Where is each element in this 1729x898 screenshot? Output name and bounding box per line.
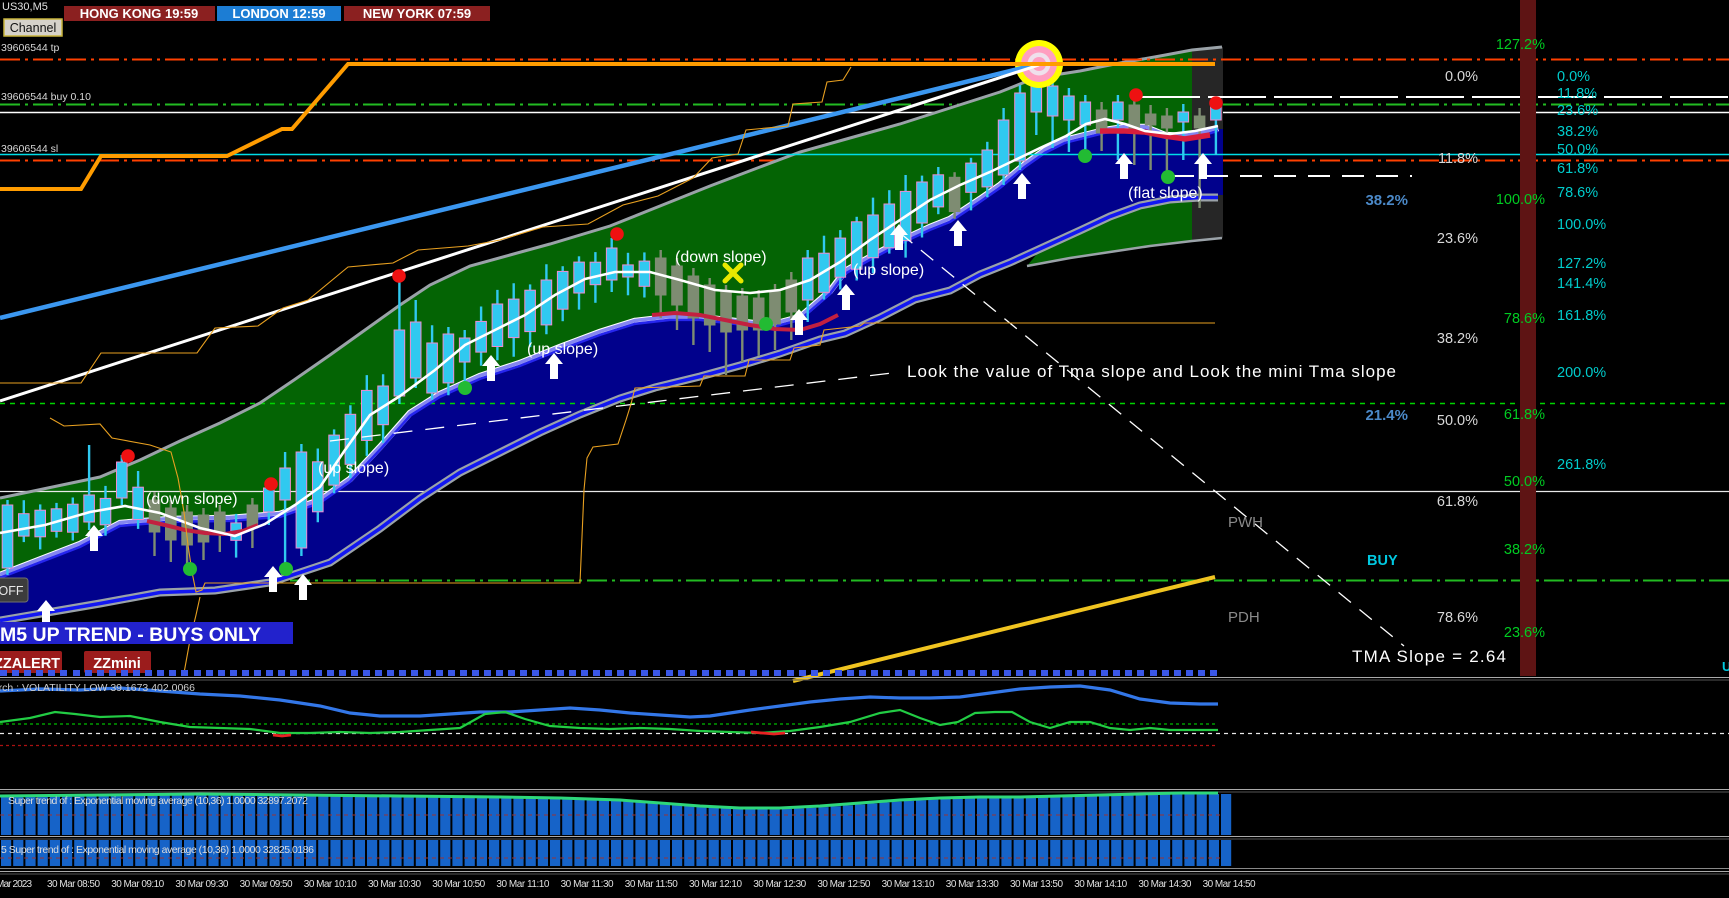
svg-text:30 Mar 11:50: 30 Mar 11:50 <box>625 879 678 890</box>
svg-text:61.8%: 61.8% <box>1504 407 1545 423</box>
svg-text:30 Mar 13:30: 30 Mar 13:30 <box>946 879 999 890</box>
svg-text:50.0%: 50.0% <box>1437 413 1478 429</box>
svg-text:38.2%: 38.2% <box>1557 124 1598 140</box>
svg-text:30 Mar 11:30: 30 Mar 11:30 <box>561 879 614 890</box>
svg-text:30 Mar 13:50: 30 Mar 13:50 <box>1010 879 1063 890</box>
svg-text:61.8%: 61.8% <box>1437 494 1478 510</box>
svg-text:30 Mar 12:30: 30 Mar 12:30 <box>753 879 806 890</box>
svg-text:39606544 tp: 39606544 tp <box>1 42 60 54</box>
svg-text:78.6%: 78.6% <box>1557 185 1598 201</box>
svg-text:0.0%: 0.0% <box>1445 69 1478 85</box>
svg-text:127.2%: 127.2% <box>1557 256 1606 272</box>
svg-text:11.8%: 11.8% <box>1438 151 1478 167</box>
svg-text:30 Mar 10:10: 30 Mar 10:10 <box>304 879 357 890</box>
svg-text:38.2%: 38.2% <box>1437 331 1478 347</box>
svg-text:(up slope): (up slope) <box>853 262 924 279</box>
svg-text:5 Super trend of : Exponentia: 5 Super trend of : Exponential moving av… <box>1 844 314 856</box>
svg-text:30 Mar 14:10: 30 Mar 14:10 <box>1074 879 1127 890</box>
svg-text:ZZALERT: ZZALERT <box>0 656 60 672</box>
svg-text:(down slope): (down slope) <box>146 491 238 508</box>
svg-text:PDH: PDH <box>1228 609 1260 626</box>
svg-text:21.4%: 21.4% <box>1365 407 1408 424</box>
svg-text:(up slope): (up slope) <box>318 460 389 477</box>
svg-text:Mar 2023: Mar 2023 <box>0 879 32 890</box>
svg-text:30 Mar 09:30: 30 Mar 09:30 <box>175 879 228 890</box>
svg-text:38.2%: 38.2% <box>1504 542 1545 558</box>
svg-text:39606544 sl: 39606544 sl <box>1 143 58 155</box>
svg-text:261.8%: 261.8% <box>1557 457 1606 473</box>
svg-text:30 Mar 14:50: 30 Mar 14:50 <box>1203 879 1256 890</box>
svg-text:HONG KONG 19:59: HONG KONG 19:59 <box>80 6 198 21</box>
svg-text:38.2%: 38.2% <box>1365 192 1408 209</box>
svg-text:0.0%: 0.0% <box>1557 69 1590 85</box>
svg-text:100.0%: 100.0% <box>1496 192 1545 208</box>
svg-text:78.6%: 78.6% <box>1437 610 1478 626</box>
svg-text:78.6%: 78.6% <box>1504 311 1545 327</box>
svg-text:11.8%: 11.8% <box>1557 86 1597 102</box>
svg-text:30 Mar 14:30: 30 Mar 14:30 <box>1138 879 1191 890</box>
svg-text:141.4%: 141.4% <box>1557 276 1606 292</box>
svg-text:Look the value of Tma slope an: Look the value of Tma slope and Look the… <box>907 362 1396 381</box>
svg-text:30 Mar 13:10: 30 Mar 13:10 <box>882 879 935 890</box>
svg-text:Super trend of : Exponential m: Super trend of : Exponential moving aver… <box>8 795 308 807</box>
svg-text:200.0%: 200.0% <box>1557 365 1606 381</box>
svg-text:(up slope): (up slope) <box>527 341 598 358</box>
svg-text:30 Mar 12:10: 30 Mar 12:10 <box>689 879 742 890</box>
svg-text:39606544 buy 0.10: 39606544 buy 0.10 <box>1 91 91 103</box>
svg-text:Search : VOLATILITY LOW 39.167: Search : VOLATILITY LOW 39.1673 402.0066 <box>0 682 195 694</box>
svg-text:23.6%: 23.6% <box>1437 231 1478 247</box>
svg-text:50.0%: 50.0% <box>1504 474 1545 490</box>
svg-text:PWH: PWH <box>1228 514 1263 531</box>
svg-text:TMA Slope = 2.64: TMA Slope = 2.64 <box>1352 647 1506 666</box>
svg-text:M5 UP TREND - BUYS ONLY: M5 UP TREND - BUYS ONLY <box>0 624 261 646</box>
svg-text:US30,M5: US30,M5 <box>2 1 48 13</box>
svg-text:30 Mar 09:50: 30 Mar 09:50 <box>240 879 293 890</box>
svg-text:Channel: Channel <box>10 21 57 35</box>
svg-text:100.0%: 100.0% <box>1557 217 1606 233</box>
svg-text:30 Mar 09:10: 30 Mar 09:10 <box>111 879 164 890</box>
svg-text:61.8%: 61.8% <box>1557 161 1598 177</box>
svg-text:(down slope): (down slope) <box>675 249 767 266</box>
svg-text:23.6%: 23.6% <box>1557 103 1598 119</box>
svg-text:30 Mar 10:50: 30 Mar 10:50 <box>432 879 485 890</box>
svg-text:LONDON 12:59: LONDON 12:59 <box>232 6 325 21</box>
svg-text:30 Mar 11:10: 30 Mar 11:10 <box>496 879 549 890</box>
svg-text:(flat slope): (flat slope) <box>1128 185 1203 202</box>
svg-text:NEW YORK 07:59: NEW YORK 07:59 <box>363 6 471 21</box>
svg-text:30 Mar 08:50: 30 Mar 08:50 <box>47 879 100 890</box>
svg-text:U: U <box>1722 659 1729 674</box>
svg-text:BUY: BUY <box>1367 553 1398 569</box>
svg-text:OFF: OFF <box>0 584 24 598</box>
svg-text:23.6%: 23.6% <box>1504 625 1545 641</box>
svg-text:ZZmini: ZZmini <box>93 656 141 672</box>
svg-text:30 Mar 12:50: 30 Mar 12:50 <box>817 879 870 890</box>
svg-text:50.0%: 50.0% <box>1557 142 1598 158</box>
svg-text:161.8%: 161.8% <box>1557 308 1606 324</box>
svg-text:127.2%: 127.2% <box>1496 37 1545 53</box>
svg-text:30 Mar 10:30: 30 Mar 10:30 <box>368 879 421 890</box>
